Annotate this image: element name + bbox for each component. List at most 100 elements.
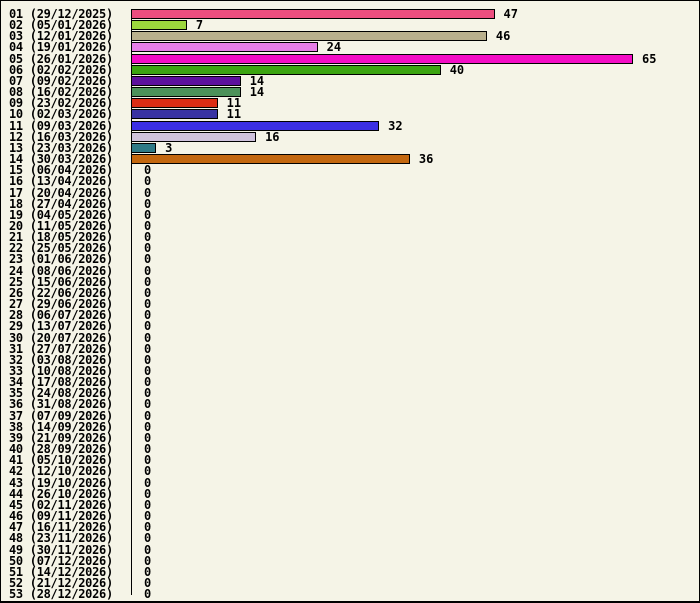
week-label: 44 (26/10/2026) bbox=[9, 486, 113, 501]
week-label: 29 (13/07/2026) bbox=[9, 319, 113, 334]
chart-row: 14 (30/03/2026) 36 bbox=[1, 152, 699, 167]
chart-row: 27 (29/06/2026) 0 bbox=[1, 298, 699, 310]
chart-row: 47 (16/11/2026) 0 bbox=[1, 520, 699, 535]
value-label: 36 bbox=[418, 152, 434, 167]
week-label: 15 (06/04/2026) bbox=[9, 163, 113, 178]
value-label: 0 bbox=[144, 542, 152, 557]
chart-row: 42 (12/10/2026) 0 bbox=[1, 464, 699, 479]
value-label: 65 bbox=[642, 51, 657, 66]
chart-row: 20 (11/05/2026) 0 bbox=[1, 218, 699, 233]
value-label: 0 bbox=[144, 386, 152, 401]
bar bbox=[131, 154, 410, 165]
bar bbox=[131, 20, 187, 31]
chart-row: 26 (22/06/2026) 0 bbox=[1, 285, 699, 300]
value-label: 0 bbox=[144, 509, 152, 524]
chart-row: 40 (28/09/2026) 0 bbox=[1, 442, 699, 457]
chart-row: 28 (06/07/2026) 0 bbox=[1, 308, 699, 323]
week-label: 11 (09/03/2026) bbox=[9, 118, 113, 133]
chart-row: 19 (04/05/2026) 0 bbox=[1, 207, 699, 222]
week-label: 13 (23/03/2026) bbox=[9, 140, 113, 155]
chart-row: 22 (25/05/2026) 0 bbox=[1, 241, 699, 256]
week-label: 43 (19/10/2026) bbox=[9, 475, 113, 490]
chart-row: 44 (26/10/2026) 0 bbox=[1, 486, 699, 501]
chart-row: 36 (31/08/2026) 0 bbox=[1, 397, 699, 412]
week-label: 01 (29/12/2025) bbox=[9, 7, 113, 21]
value-label: 0 bbox=[144, 397, 152, 412]
chart-row: 41 (05/10/2026) 0 bbox=[1, 454, 699, 466]
chart-row: 03 (12/01/2026) 46 bbox=[1, 29, 699, 44]
chart-row: 11 (09/03/2026) 32 bbox=[1, 118, 699, 133]
week-label: 28 (06/07/2026) bbox=[9, 308, 113, 323]
value-label: 0 bbox=[144, 520, 152, 535]
value-label: 0 bbox=[144, 442, 152, 457]
value-label: 0 bbox=[144, 285, 152, 300]
value-label: 0 bbox=[144, 241, 152, 256]
chart-row: 31 (27/07/2026) 0 bbox=[1, 343, 699, 355]
value-label: 0 bbox=[144, 486, 152, 501]
week-label: 40 (28/09/2026) bbox=[9, 442, 113, 457]
value-label: 14 bbox=[249, 85, 265, 100]
value-label: 0 bbox=[144, 430, 152, 445]
value-label: 0 bbox=[144, 230, 152, 245]
value-label: 32 bbox=[388, 118, 403, 133]
week-label: 06 (02/02/2026) bbox=[9, 62, 113, 77]
chart-row: 48 (23/11/2026) 0 bbox=[1, 531, 699, 546]
value-label: 11 bbox=[226, 96, 242, 111]
value-label: 0 bbox=[144, 218, 152, 233]
value-label: 0 bbox=[144, 408, 152, 423]
week-label: 37 (07/09/2026) bbox=[9, 408, 113, 423]
value-label: 46 bbox=[495, 29, 511, 44]
value-label: 7 bbox=[195, 18, 204, 33]
week-label: 25 (15/06/2026) bbox=[9, 274, 113, 289]
chart-row: 21 (18/05/2026) 0 bbox=[1, 230, 699, 245]
week-label: 14 (30/03/2026) bbox=[9, 152, 113, 167]
value-label: 0 bbox=[144, 185, 152, 200]
bar bbox=[131, 87, 241, 98]
chart-row: 32 (03/08/2026) 0 bbox=[1, 354, 699, 366]
chart-row: 46 (09/11/2026) 0 bbox=[1, 509, 699, 524]
value-label: 0 bbox=[144, 575, 152, 590]
value-label: 3 bbox=[165, 140, 173, 155]
value-label: 0 bbox=[144, 174, 152, 189]
week-label: 46 (09/11/2026) bbox=[9, 509, 113, 524]
value-label: 0 bbox=[144, 375, 152, 390]
value-label: 24 bbox=[326, 40, 342, 55]
chart-row: 38 (14/09/2026) 0 bbox=[1, 419, 699, 434]
bar bbox=[131, 42, 318, 53]
week-label: 16 (13/04/2026) bbox=[9, 174, 113, 189]
value-label: 0 bbox=[144, 274, 152, 289]
value-label: 0 bbox=[144, 464, 152, 479]
week-label: 19 (04/05/2026) bbox=[9, 207, 113, 222]
week-label: 12 (16/03/2026) bbox=[9, 129, 113, 144]
chart-row: 07 (09/02/2026) 14 bbox=[1, 73, 699, 88]
chart-row: 33 (10/08/2026) 0 bbox=[1, 364, 699, 378]
week-label: 49 (30/11/2026) bbox=[9, 542, 113, 557]
y-axis-line bbox=[131, 9, 132, 595]
value-label: 0 bbox=[144, 475, 152, 490]
week-label: 45 (02/11/2026) bbox=[9, 497, 113, 512]
chart-row: 34 (17/08/2026) 0 bbox=[1, 375, 699, 390]
week-label: 08 (16/02/2026) bbox=[9, 85, 113, 100]
week-label: 20 (11/05/2026) bbox=[9, 218, 113, 233]
chart-row: 09 (23/02/2026) 11 bbox=[1, 96, 699, 111]
value-label: 0 bbox=[144, 497, 152, 512]
week-label: 07 (09/02/2026) bbox=[9, 73, 113, 88]
bar bbox=[131, 64, 441, 75]
week-label: 33 (10/08/2026) bbox=[9, 364, 113, 378]
value-label: 40 bbox=[449, 62, 465, 77]
week-label: 53 (28/12/2026) bbox=[9, 587, 113, 602]
week-label: 04 (19/01/2026) bbox=[9, 40, 113, 55]
chart-row: 08 (16/02/2026) 14 bbox=[1, 85, 699, 100]
chart-row: 51 (14/12/2026) 0 bbox=[1, 566, 699, 578]
chart-row: 23 (01/06/2026) 0 bbox=[1, 252, 699, 267]
value-label: 0 bbox=[144, 531, 152, 546]
value-label: 0 bbox=[144, 587, 152, 602]
bar bbox=[131, 98, 218, 109]
value-label: 0 bbox=[144, 252, 152, 267]
chart-row: 05 (26/01/2026) 65 bbox=[1, 51, 699, 66]
value-label: 0 bbox=[144, 263, 152, 278]
week-label: 38 (14/09/2026) bbox=[9, 419, 113, 434]
chart-row: 24 (08/06/2026) 0 bbox=[1, 263, 699, 278]
chart-row: 15 (06/04/2026) 0 bbox=[1, 163, 699, 178]
